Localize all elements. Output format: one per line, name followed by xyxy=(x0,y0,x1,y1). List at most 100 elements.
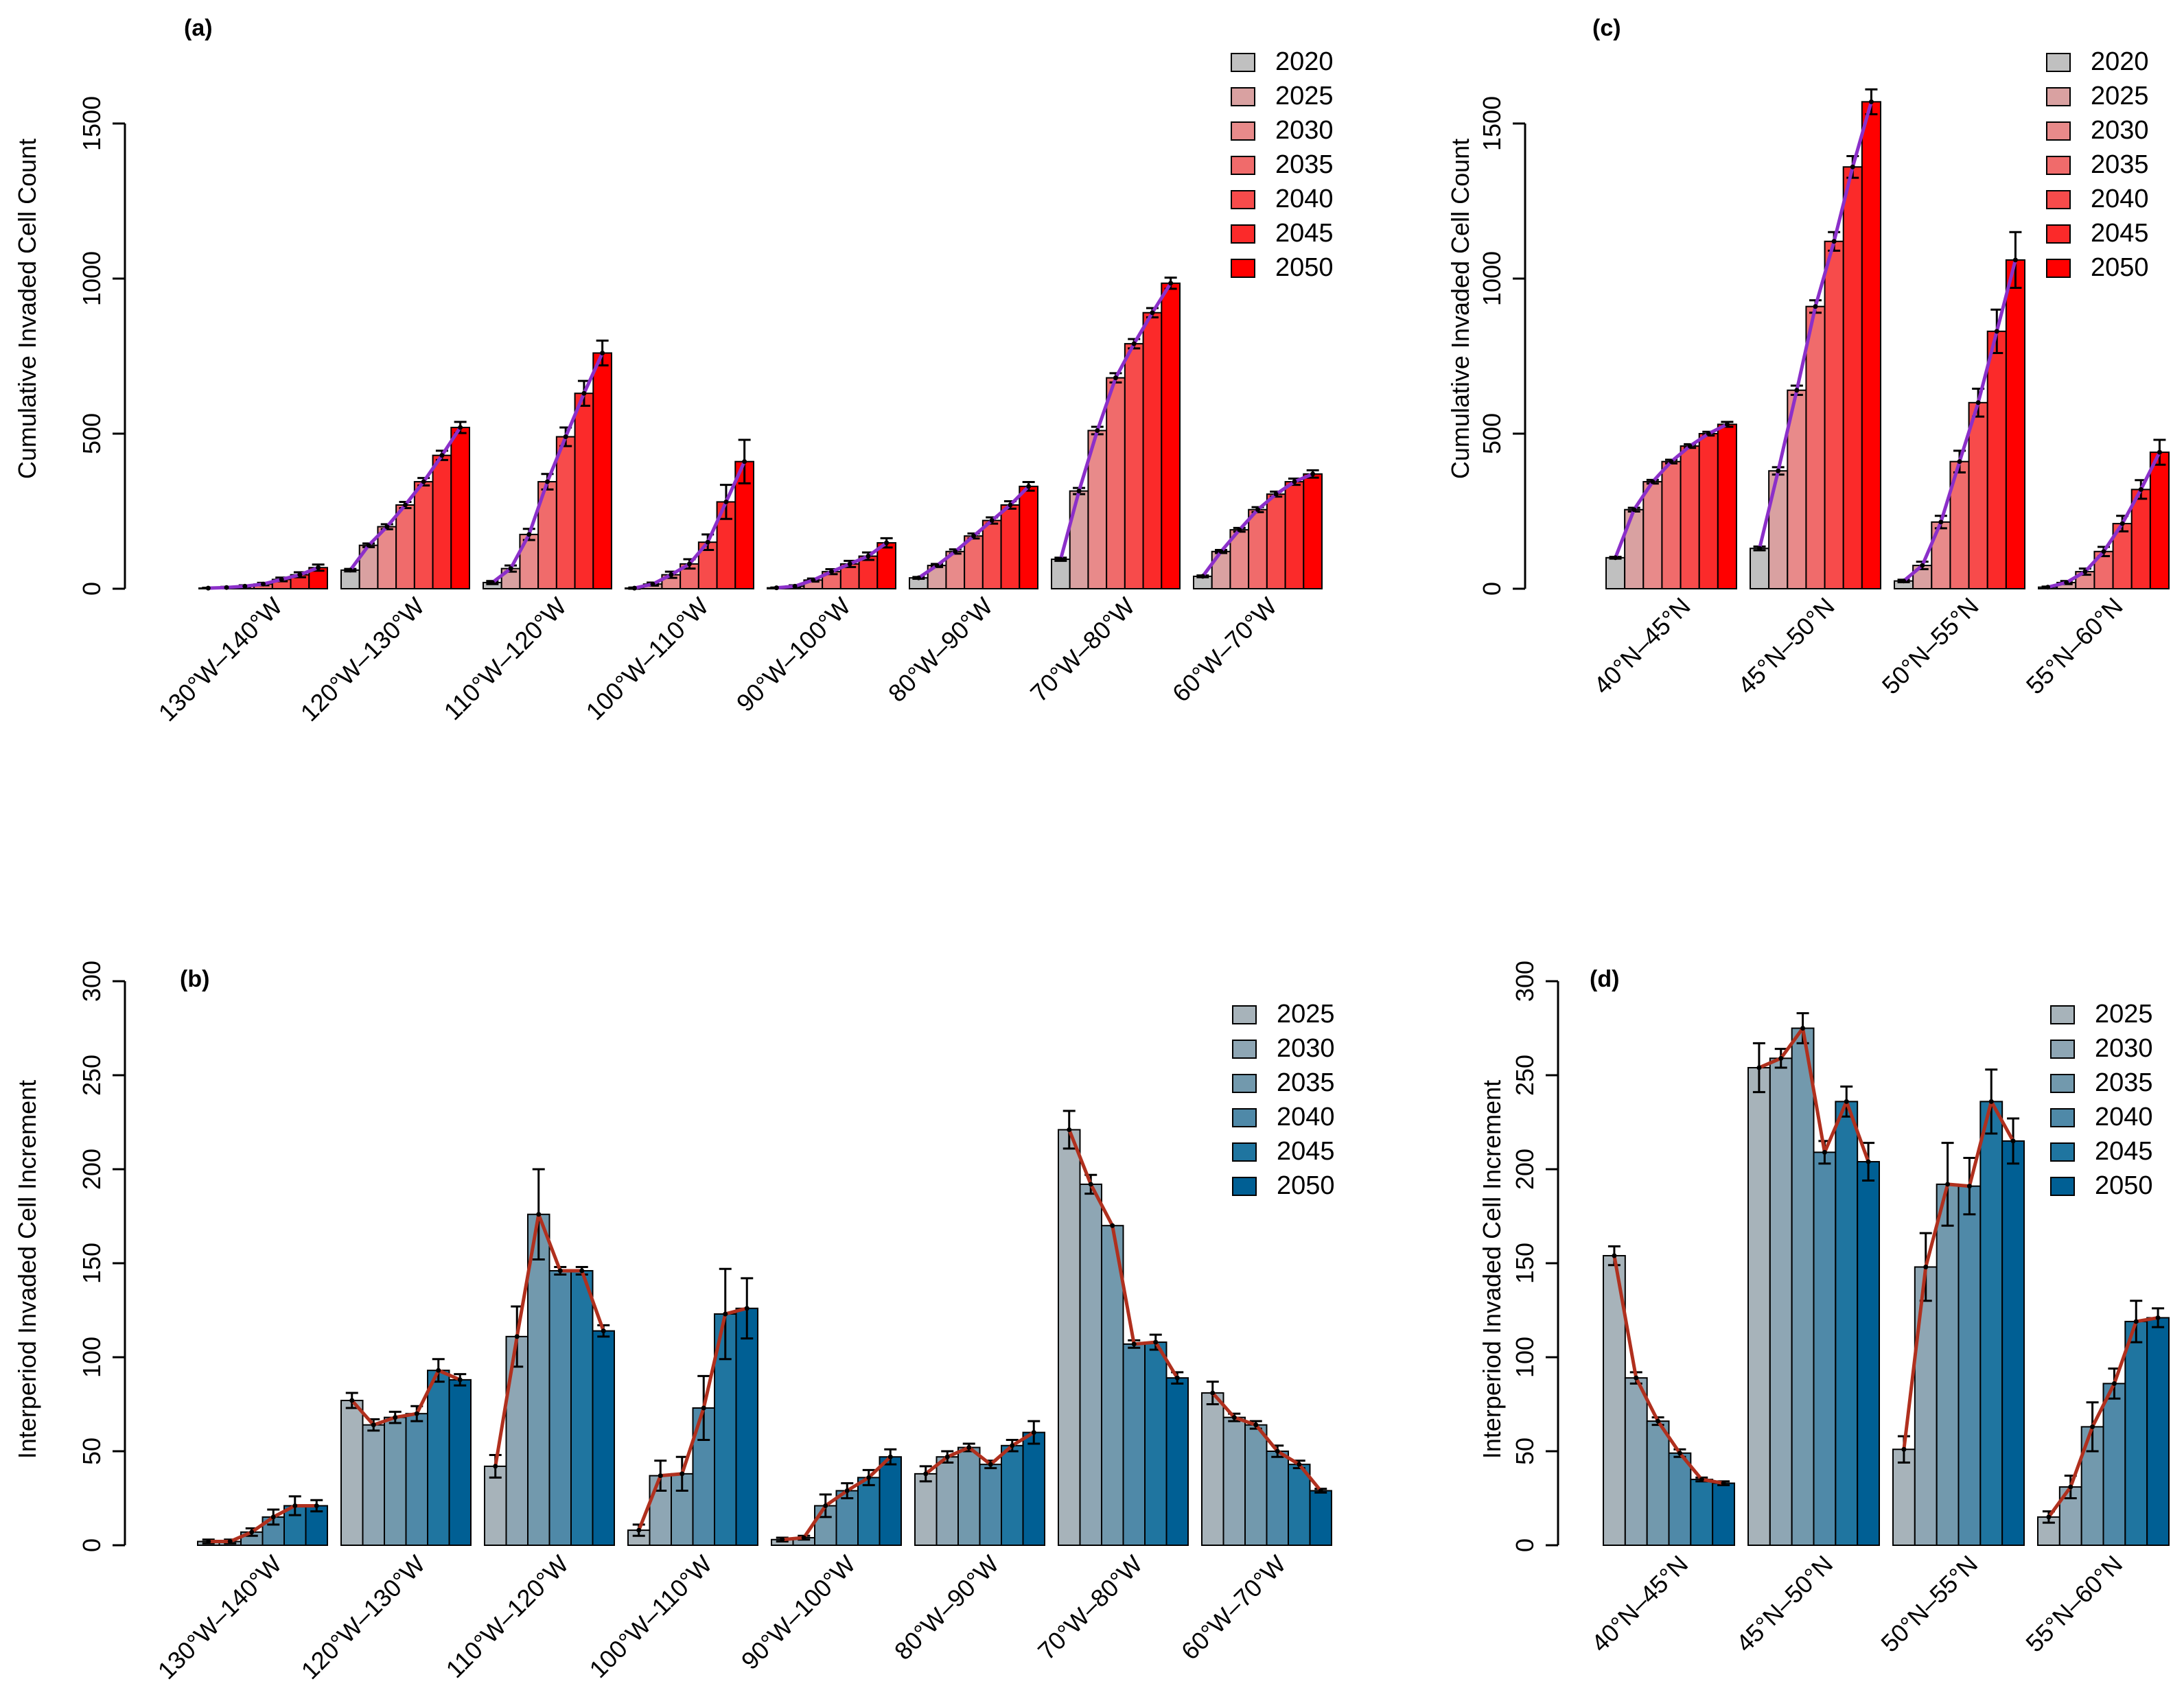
trend-point xyxy=(224,585,229,590)
y-tick-label: 50 xyxy=(78,1438,106,1465)
trend-point xyxy=(1174,1375,1180,1381)
trend-point xyxy=(600,350,605,355)
y-tick-label: 250 xyxy=(78,1055,106,1096)
trend-point xyxy=(658,1473,663,1479)
bar-a-1-2 xyxy=(377,526,397,589)
bar-d-3-3 xyxy=(2102,1383,2126,1546)
trend-point xyxy=(1237,527,1242,532)
y-tick-label: 300 xyxy=(78,961,106,1002)
y-tick-label: 150 xyxy=(78,1243,106,1284)
trend-point xyxy=(1253,1422,1259,1428)
trend-point xyxy=(934,563,940,568)
legend-swatch xyxy=(2050,1074,2075,1093)
x-category-label-c-1: 45°N–50°N xyxy=(1732,592,1840,700)
trend-point xyxy=(2064,580,2069,585)
bar-a-1-4 xyxy=(413,481,434,589)
bar-c-1-5 xyxy=(1842,166,1863,589)
trend-point xyxy=(1757,546,1763,551)
trend-point xyxy=(2010,1138,2016,1144)
legend-swatch xyxy=(1232,1005,1257,1024)
legend-label-b-2: 2035 xyxy=(1277,1068,1335,1097)
trend-point xyxy=(866,554,871,559)
legend-label-d-0: 2025 xyxy=(2095,1000,2153,1029)
bar-a-4-6 xyxy=(876,542,897,589)
trend-point xyxy=(2045,585,2051,590)
bar-a-7-1 xyxy=(1211,550,1231,590)
trend-point xyxy=(1966,1184,1972,1189)
x-category-label-d-2: 50°N–55°N xyxy=(1875,1550,1983,1658)
y-tick-label: 500 xyxy=(78,413,106,454)
legend-label-a-5: 2045 xyxy=(1275,219,1334,248)
y-tick-label: 200 xyxy=(1511,1149,1539,1190)
bar-d-2-1 xyxy=(1914,1266,1938,1546)
x-category-label-b-3: 100°W–110°W xyxy=(584,1550,718,1684)
trend-point xyxy=(1273,491,1279,497)
trend-point xyxy=(971,533,976,539)
legend-swatch xyxy=(1232,1177,1257,1196)
legend-swatch xyxy=(2050,1142,2075,1162)
bar-b-5-1 xyxy=(936,1456,959,1546)
y-tick-label: 200 xyxy=(78,1149,106,1190)
bar-d-0-1 xyxy=(1624,1377,1648,1547)
bar-a-1-6 xyxy=(450,426,470,590)
trend-point xyxy=(988,1462,993,1467)
trend-line-d-2 xyxy=(1902,1099,2015,1450)
trend-point xyxy=(1822,1149,1827,1155)
bar-d-3-4 xyxy=(2124,1320,2148,1546)
legend-label-a-1: 2025 xyxy=(1275,82,1334,110)
legend-swatch xyxy=(1231,224,1255,244)
x-category-label-a-5: 80°W–90°W xyxy=(883,592,998,707)
trend-point xyxy=(1656,1418,1661,1424)
bar-d-1-1 xyxy=(1769,1057,1793,1546)
bar-b-6-4 xyxy=(1144,1341,1167,1546)
bar-a-6-3 xyxy=(1106,377,1126,589)
x-category-label-b-0: 130°W–140°W xyxy=(152,1550,288,1685)
trend-point xyxy=(723,499,729,504)
panel-label-d: (d) xyxy=(1590,966,1619,992)
bar-a-1-5 xyxy=(432,454,452,590)
legend-label-c-3: 2035 xyxy=(2091,150,2149,179)
bar-a-6-0 xyxy=(1051,559,1071,589)
trend-point xyxy=(279,576,284,582)
trend-point xyxy=(1310,471,1316,477)
trend-point xyxy=(1957,459,1962,465)
bar-c-0-5 xyxy=(1698,433,1719,589)
trend-point xyxy=(1113,375,1118,381)
bar-a-7-6 xyxy=(1303,473,1323,590)
bar-b-6-0 xyxy=(1058,1129,1081,1546)
trend-point xyxy=(1058,556,1063,562)
y-tick-label: 0 xyxy=(78,582,106,596)
legend-label-c-1: 2025 xyxy=(2091,82,2149,110)
legend-swatch xyxy=(1231,156,1255,175)
bar-d-1-4 xyxy=(1835,1101,1859,1546)
trend-point xyxy=(1938,519,1944,525)
x-category-label-d-1: 45°N–50°N xyxy=(1730,1550,1838,1658)
trend-point xyxy=(2155,1315,2161,1320)
trend-point xyxy=(489,580,495,585)
bar-b-3-5 xyxy=(735,1307,758,1546)
bar-a-1-3 xyxy=(395,504,415,590)
bar-b-7-0 xyxy=(1201,1392,1224,1547)
legend-swatch xyxy=(2050,1005,2075,1024)
bar-b-1-1 xyxy=(362,1424,385,1546)
trend-point xyxy=(1008,502,1013,508)
trend-point xyxy=(270,1514,276,1520)
trend-point xyxy=(1150,310,1155,316)
legend-swatch xyxy=(1231,87,1255,106)
trend-point xyxy=(1292,479,1297,484)
x-category-label-a-0: 130°W–140°W xyxy=(153,592,288,727)
legend-label-c-6: 2050 xyxy=(2091,253,2149,282)
trend-point xyxy=(1794,388,1800,393)
trend-point xyxy=(1010,1443,1015,1448)
trend-point xyxy=(636,1527,642,1533)
legend-swatch xyxy=(1232,1142,1257,1162)
trend-point xyxy=(801,1535,806,1540)
legend-swatch xyxy=(1231,190,1255,209)
legend-label-b-0: 2025 xyxy=(1277,1000,1335,1029)
y-tick-label: 0 xyxy=(1478,582,1506,596)
trend-point xyxy=(742,459,747,465)
bar-c-2-2 xyxy=(1931,521,1951,590)
bar-c-3-6 xyxy=(2149,451,2170,589)
bar-a-4-5 xyxy=(858,555,879,589)
